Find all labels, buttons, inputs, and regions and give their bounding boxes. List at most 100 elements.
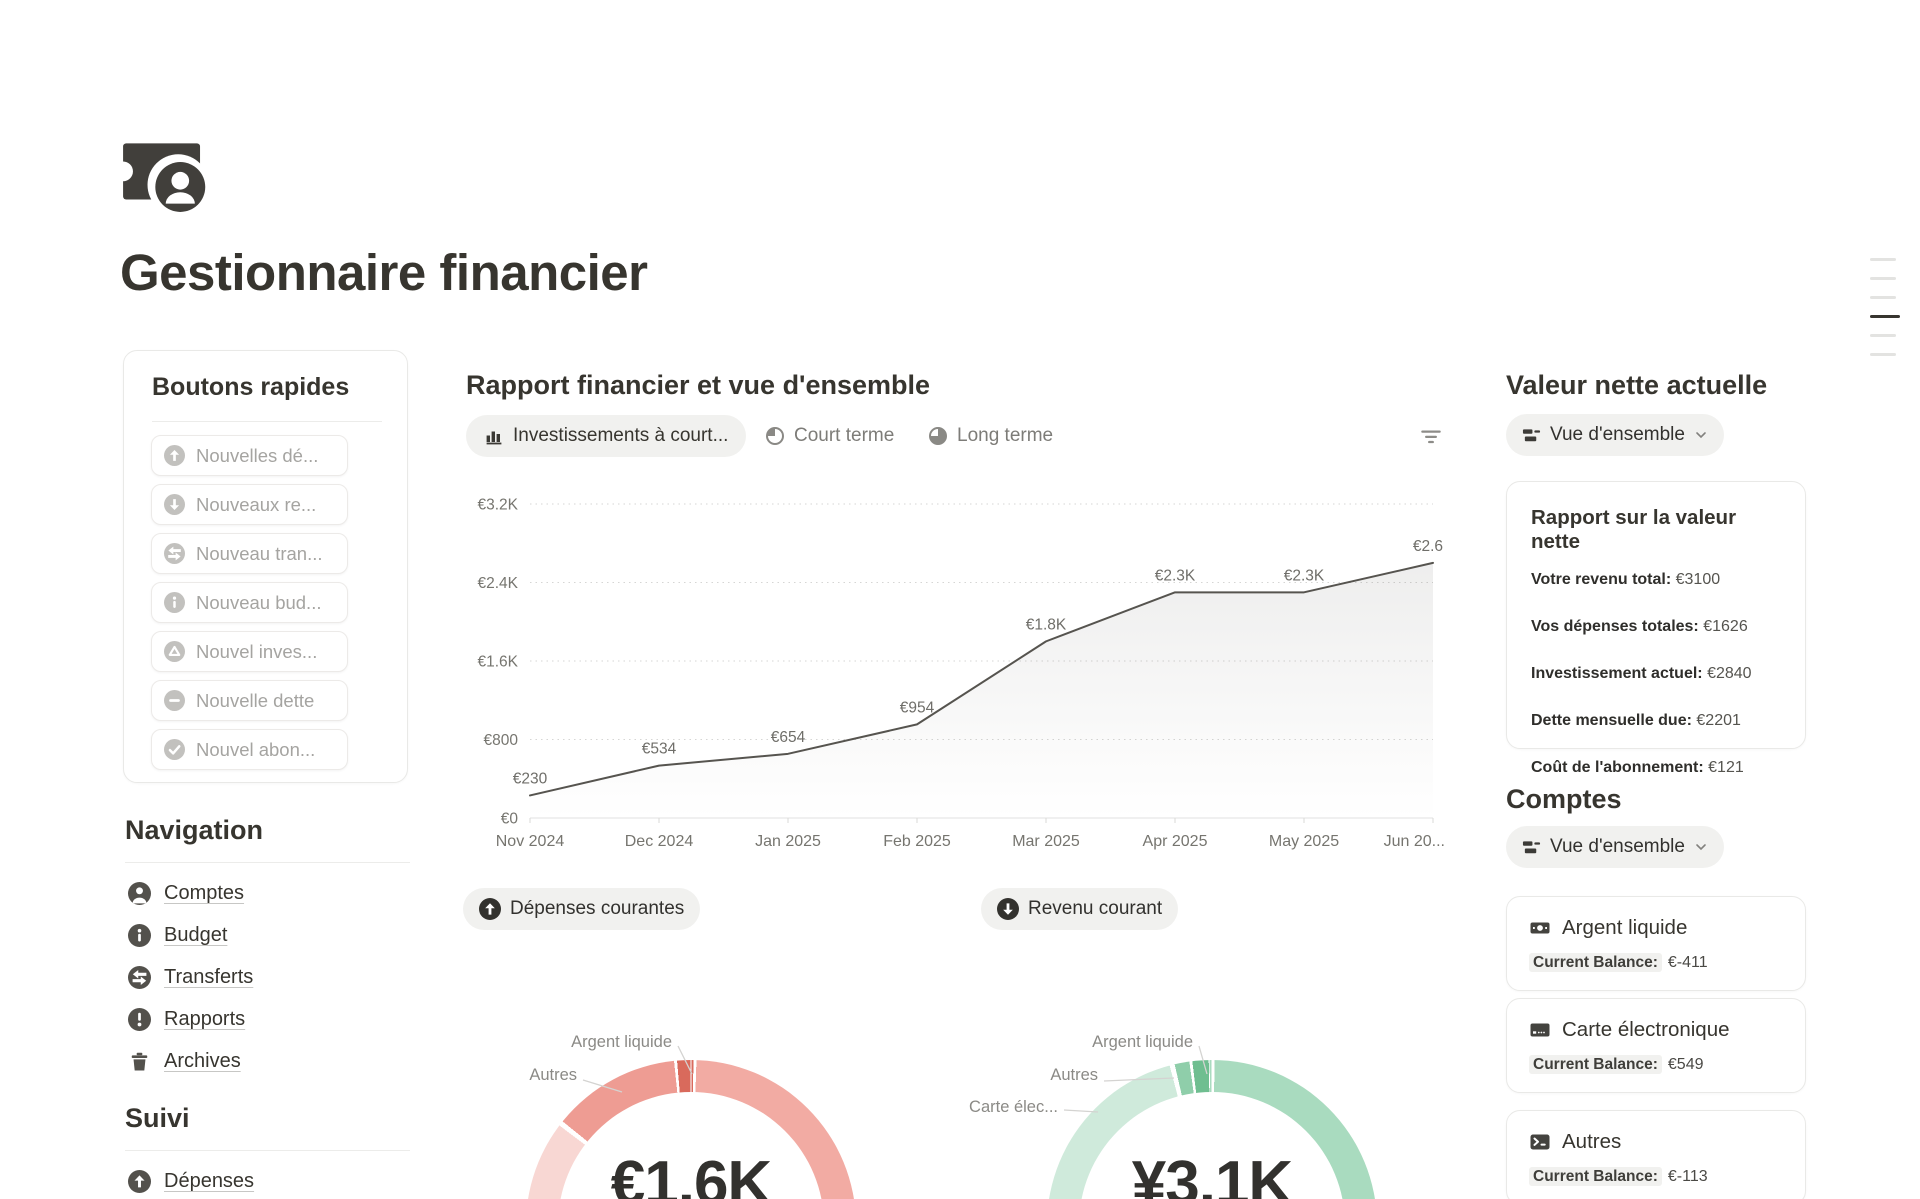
account-card-autres[interactable]: Autres Current Balance: €-113 [1506,1110,1806,1199]
tracking-heading: Suivi [125,1103,190,1133]
svg-text:Apr 2025: Apr 2025 [1143,833,1208,850]
svg-text:€1.8K: €1.8K [1026,616,1067,633]
layout-icon [1522,838,1541,857]
quick-button-new-income[interactable]: Nouveaux re... [151,484,348,525]
account-title: Autres [1562,1130,1622,1153]
arrow-up-circle-icon [164,445,185,466]
tab-investissements-court-terme[interactable]: Investissements à court... [466,415,747,457]
sidebar-item-label: Budget [164,924,228,946]
chevron-down-icon [1694,840,1708,854]
info-circle-icon [128,924,151,947]
balance-value: €-113 [1667,1168,1708,1185]
svg-text:Jun 20...: Jun 20... [1384,833,1445,850]
navigation-heading: Navigation [125,815,264,845]
divider [125,862,410,863]
arrow-down-circle-icon [164,494,185,515]
quick-button-label: Nouvel abon... [196,738,316,760]
quick-button-new-transfer[interactable]: Nouveau tran... [151,533,348,574]
svg-text:Mar 2025: Mar 2025 [1012,833,1080,850]
section-pill-label: Dépenses courantes [510,898,685,919]
stat-value: €3100 [1675,571,1721,588]
svg-text:€800: €800 [484,732,519,749]
quick-button-new-budget[interactable]: Nouveau bud... [151,582,348,623]
stat-row: Votre revenu total: €3100 [1531,571,1781,589]
outline-line [1870,277,1896,280]
sidebar-item-label: Archives [164,1050,241,1072]
credit-card-icon [1529,1019,1551,1041]
quick-buttons-title: Boutons rapides [152,373,350,401]
bar-chart-icon [484,426,504,446]
quick-button-label: Nouveau bud... [196,591,322,613]
tab-label: Court terme [794,425,895,446]
stat-label: Investissement actuel: [1531,665,1703,682]
sidebar-item-archives[interactable]: Archives [128,1050,241,1073]
terminal-icon [1529,1131,1551,1153]
pie-three-quarter-icon [928,426,948,446]
svg-text:May 2025: May 2025 [1269,833,1339,850]
balance-value: €549 [1667,1056,1704,1073]
stat-value: €2201 [1696,712,1741,729]
dropdown-label: Vue d'ensemble [1550,424,1685,445]
current-income-section-button[interactable]: Revenu courant [981,888,1179,930]
quick-button-label: Nouvel inves... [196,640,318,662]
arrow-down-circle-icon [997,898,1019,920]
donut-callout-label: Argent liquide [1092,1033,1193,1051]
stat-label: Dette mensuelle due: [1531,712,1692,729]
filter-icon[interactable] [1418,424,1444,450]
quick-button-new-subscription[interactable]: Nouvel abon... [151,729,348,770]
net-worth-view-dropdown[interactable]: Vue d'ensemble [1506,414,1724,456]
transfer-circle-icon [164,543,185,564]
stat-label: Vos dépenses totales: [1531,618,1699,635]
donut-callout-label: Argent liquide [571,1033,672,1051]
arrow-up-circle-icon [479,898,501,920]
stat-label: Coût de l'abonnement: [1531,759,1704,776]
layout-icon [1522,426,1541,445]
outline-line [1870,353,1896,356]
check-circle-icon [164,739,185,760]
current-expenses-section-button[interactable]: Dépenses courantes [463,888,701,930]
sidebar-item-budget[interactable]: Budget [128,924,227,947]
svg-text:€954: €954 [900,699,935,716]
donut-callout-label: Autres [1050,1066,1098,1084]
account-card-argent-liquide[interactable]: Argent liquide Current Balance: €-411 [1506,896,1806,991]
svg-text:Nov 2024: Nov 2024 [496,833,565,850]
sidebar-item-transferts[interactable]: Transferts [128,966,253,989]
quick-button-new-expense[interactable]: Nouvelles dé... [151,435,348,476]
svg-text:Jan 2025: Jan 2025 [755,833,821,850]
svg-text:€2.4K: €2.4K [477,575,518,592]
tab-label: Investissements à court... [513,425,729,446]
net-worth-area-chart: €0 €800 €1.6K €2.4K €3.2K Nov 2024 Dec 2024 Jan… [458,492,1448,856]
balance-value: €-411 [1667,954,1708,971]
svg-text:€534: €534 [642,741,677,758]
net-worth-report-card: Rapport sur la valeur nette Votre revenu… [1506,481,1806,776]
quick-button-label: Nouvelle dette [196,689,315,711]
tab-long-terme[interactable]: Long terme [928,425,1053,447]
quick-button-new-debt[interactable]: Nouvelle dette [151,680,348,721]
accounts-view-dropdown[interactable]: Vue d'ensemble [1506,826,1724,868]
stat-label: Votre revenu total: [1531,571,1672,588]
page-outline-indicator[interactable] [1870,258,1900,372]
minus-circle-icon [164,690,185,711]
tab-label: Long terme [957,425,1054,446]
sidebar-item-depenses[interactable]: Dépenses [128,1170,254,1193]
account-title: Argent liquide [1562,916,1688,939]
stat-row: Investissement actuel: €2840 [1531,665,1781,683]
tab-court-terme[interactable]: Court terme [765,425,894,447]
income-donut-total: ¥3.1K [1131,1149,1293,1199]
outline-line [1870,258,1896,261]
account-card-carte-electronique[interactable]: Carte électronique Current Balance: €549 [1506,998,1806,1093]
sidebar-item-comptes[interactable]: Comptes [128,882,244,905]
transfer-circle-icon [128,966,151,989]
sidebar-item-rapports[interactable]: Rapports [128,1008,245,1031]
triangle-up-circle-icon [164,641,185,662]
quick-button-new-investment[interactable]: Nouvel inves... [151,631,348,672]
donut-callout-label: Carte élec... [969,1098,1058,1116]
sidebar-item-label: Comptes [164,882,245,904]
dropdown-label: Vue d'ensemble [1550,836,1685,857]
svg-text:€230: €230 [513,770,548,787]
stat-row: Coût de l'abonnement: €121 [1531,759,1781,777]
svg-text:€2.3K: €2.3K [1284,567,1325,584]
svg-text:€1.6K: €1.6K [477,654,518,671]
outline-line-active [1870,315,1900,318]
